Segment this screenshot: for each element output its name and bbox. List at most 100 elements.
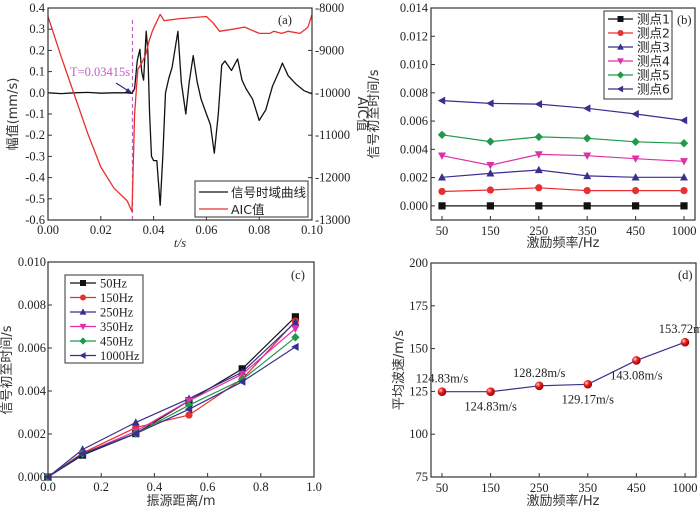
x-tick-label: 150	[481, 224, 500, 238]
data-point	[291, 325, 300, 333]
x-tick-label: 0.00	[37, 223, 59, 237]
y-tick-label: -0.1	[25, 107, 45, 121]
data-point	[185, 411, 193, 419]
data-point	[632, 187, 640, 195]
panel-a-ylabel: 幅值(mm/s)	[5, 78, 21, 151]
y-tick-label: 0.010	[18, 255, 46, 269]
data-point	[237, 377, 246, 386]
y-tick-label: 0.012	[400, 29, 428, 43]
data-point	[583, 187, 591, 195]
series-line	[47, 321, 296, 478]
data-point	[131, 418, 140, 426]
arrow-head-icon	[125, 88, 132, 93]
panel-b-frame	[430, 7, 696, 221]
data-label: 128.28m/s	[513, 366, 566, 380]
legend-marker	[617, 30, 624, 36]
legend-label: 测点4	[637, 54, 670, 69]
legend-label: 150Hz	[100, 291, 134, 305]
legend-box	[603, 10, 673, 100]
y-tick-label: 175	[409, 299, 428, 313]
x-tick-label: 1000	[673, 481, 698, 495]
data-point	[583, 134, 592, 143]
data-point	[486, 202, 494, 210]
panel-b-plot-area	[437, 96, 689, 210]
data-point	[534, 151, 543, 159]
y-tick-label: 0.004	[400, 142, 429, 156]
data-point	[631, 137, 640, 147]
y-tick-label: 0.008	[18, 298, 46, 312]
panel-a: 0.00 0.02 0.04 0.06 0.08 0.10 -0.6 -0.5 -0.4 -0.3…	[5, 1, 370, 250]
legend-marker	[617, 43, 624, 50]
data-point	[679, 116, 688, 125]
legend-marker	[617, 58, 624, 65]
data-point	[535, 184, 543, 192]
x-tick-label: 0.10	[301, 223, 323, 237]
y-tick-label: 0.000	[400, 199, 428, 213]
x-tick-label: 0.0	[40, 480, 56, 494]
x-tick-label: 250	[530, 481, 549, 495]
y-tick-label: 125	[409, 384, 428, 398]
data-point	[534, 381, 544, 391]
y-tick-label: 0.006	[400, 114, 428, 128]
panel-d-plot-area: 124.83m/s 124.83m/s 128.28m/s 129.17m/s 143.…	[416, 322, 700, 413]
data-point	[291, 318, 300, 326]
legend-marker	[79, 352, 86, 359]
data-label: 124.83m/s	[416, 372, 469, 386]
data-point	[131, 429, 139, 438]
data-point	[535, 202, 543, 210]
x-tick-label: 0.04	[143, 223, 166, 237]
y-tick-label: 0.014	[400, 1, 429, 15]
panel-d: 124.83m/s 124.83m/s 128.28m/s 129.17m/s 143.…	[392, 256, 700, 509]
y-tick-label: 0.002	[400, 171, 428, 185]
y-tick-label: 0.4	[29, 1, 45, 15]
x-tick-label: 250	[529, 224, 548, 238]
y-tick-label: 0.000	[18, 470, 46, 484]
data-point	[291, 333, 300, 342]
panel-c: 0.0 0.2 0.4 0.6 0.8 1.0 0.000 0.002 0.004 0.006 0.…	[0, 255, 322, 509]
panel-c-label: (c)	[291, 268, 305, 282]
data-point	[438, 152, 446, 160]
data-point	[438, 173, 446, 181]
y2-tick-label: -13000	[315, 213, 350, 227]
legend-label: 250Hz	[100, 306, 134, 320]
legend-label: 测点6	[637, 82, 670, 97]
panel-d-frame	[430, 262, 697, 478]
x-tick-label: 0.08	[248, 223, 270, 237]
data-point	[680, 187, 688, 195]
legend-box	[64, 274, 144, 364]
y-tick-label: 0.008	[400, 86, 428, 100]
arrival-time-annotation: T=0.03415s	[70, 65, 130, 79]
panel-a-label: (a)	[278, 13, 292, 27]
panel-c-frame	[47, 261, 315, 478]
legend-marker	[80, 294, 86, 301]
legend-label: 350Hz	[100, 320, 134, 334]
legend-label-signal: 信号时域曲线	[231, 185, 307, 200]
legend-marker	[616, 71, 625, 79]
legend-marker	[79, 337, 87, 345]
y-tick-label: 200	[409, 256, 428, 270]
series-line	[47, 316, 296, 478]
panel-a-legend-box	[194, 180, 309, 218]
data-label: 129.17m/s	[562, 392, 615, 406]
panel-a-y2label: AIC值	[354, 97, 370, 132]
data-point	[437, 387, 447, 396]
series-line	[441, 134, 685, 144]
y-tick-label: 0.002	[18, 427, 46, 441]
x-tick-label: 50	[436, 481, 449, 495]
legend-label: 测点5	[637, 68, 670, 83]
data-point	[534, 165, 543, 174]
legend-label: 50Hz	[100, 277, 128, 291]
data-point	[583, 152, 592, 160]
y2-tick-label: -12000	[315, 171, 350, 185]
signal-series-line	[47, 30, 313, 206]
y-tick-label: -0.3	[25, 149, 45, 163]
x-tick-label: 0.2	[93, 480, 109, 494]
y-tick-label: 150	[409, 342, 428, 356]
panel-a-ticks: 0.00 0.02 0.04 0.06 0.08 0.10 -0.6 -0.5 -0.4 -0.3…	[25, 1, 350, 237]
x-tick-label: 0.06	[195, 223, 217, 237]
panel-b-ticks: 50 150 250 350 450 1000 0.000 0.002 0.004 0.006 0.…	[400, 1, 697, 238]
panel-c-ticks: 0.0 0.2 0.4 0.6 0.8 1.0 0.000 0.002 0.004 0.006 0.…	[18, 255, 322, 494]
